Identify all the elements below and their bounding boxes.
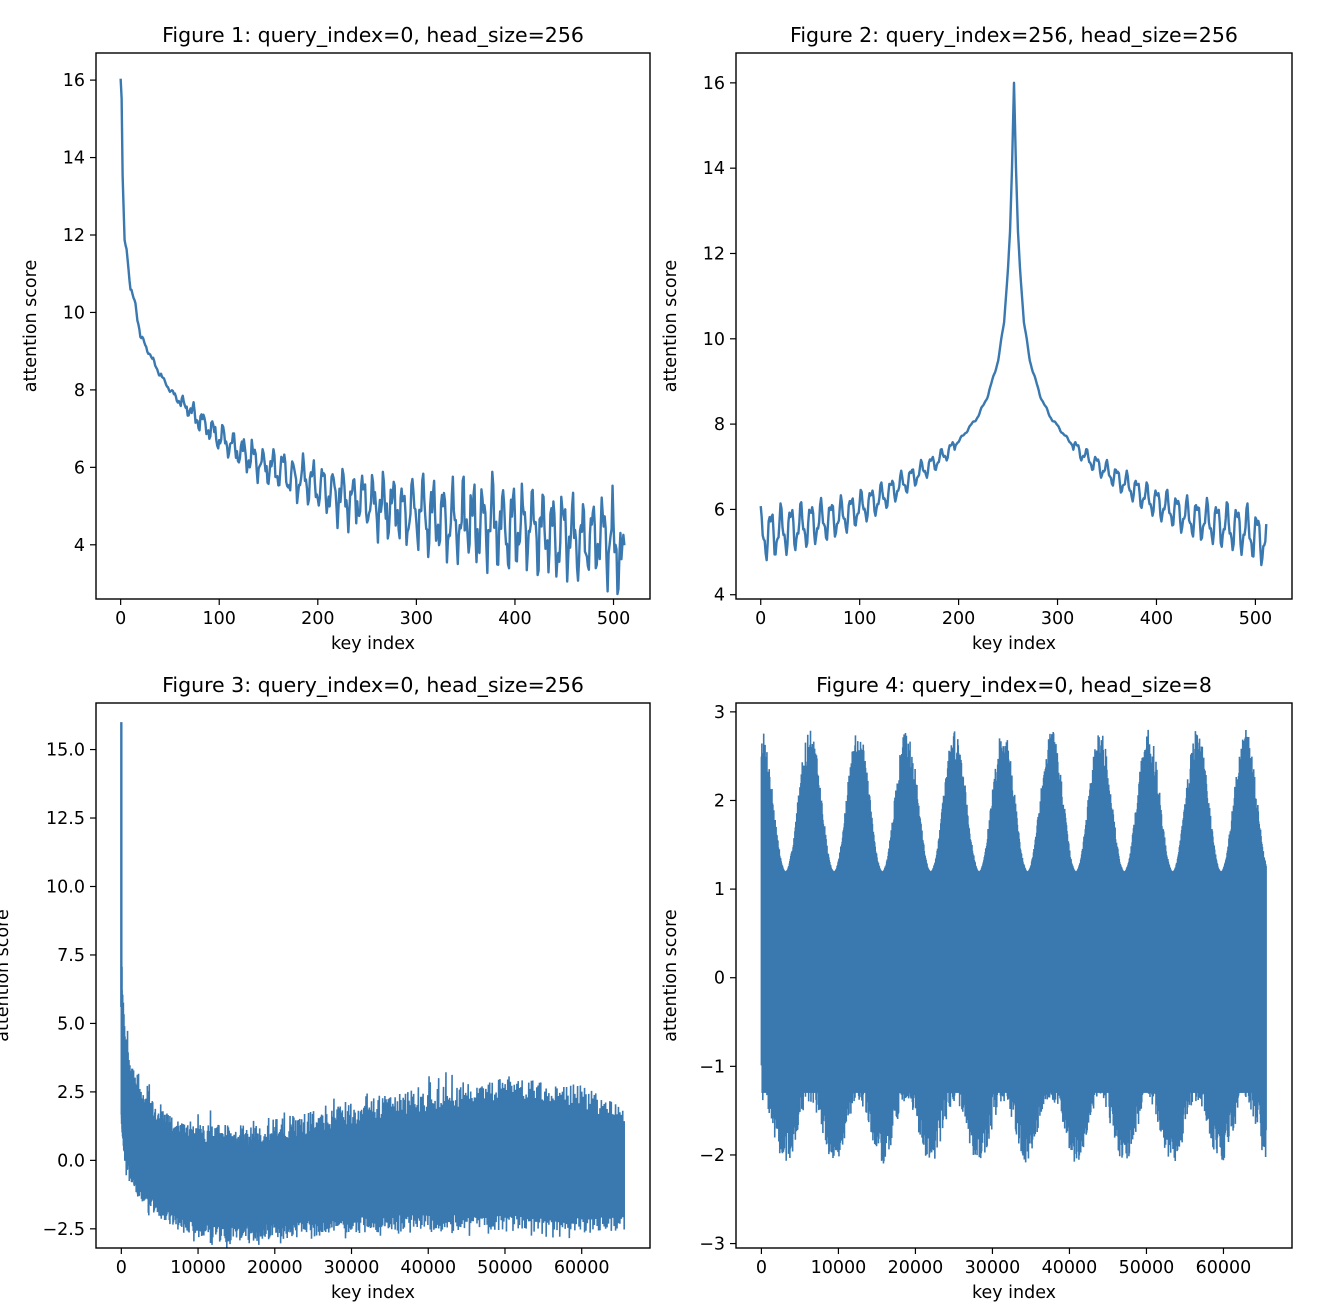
chart-panel-4: Figure 4: query_index=0, head_size=8 0 100… [661, 673, 1293, 1303]
y-tick-label: 10 [63, 303, 85, 323]
chart-title: Figure 2: query_index=256, head_size=256 [790, 23, 1238, 48]
x-tick-label: 40000 [400, 1258, 456, 1278]
x-tick-label: 400 [498, 609, 531, 629]
x-tick-label: 20000 [888, 1258, 944, 1278]
plot-area [120, 722, 625, 1248]
y-tick-label: 7.5 [57, 946, 85, 966]
x-tick-label: 60000 [554, 1258, 610, 1278]
y-tick-label: 4 [714, 586, 725, 606]
x-tick-label: 100 [843, 609, 876, 629]
x-tick-label: 30000 [324, 1258, 380, 1278]
chart-panel-3: Figure 3: query_index=0, head_size=256 0 1… [0, 673, 651, 1303]
y-tick-label: 10.0 [46, 877, 85, 897]
x-tick-label: 500 [1239, 609, 1272, 629]
y-tick-label: 14 [63, 149, 85, 169]
y-tick-label: 12 [63, 226, 85, 246]
data-line [759, 81, 1268, 567]
x-tick-label: 300 [1041, 609, 1074, 629]
x-tick-label: 0 [116, 1258, 127, 1278]
chart-panel-2: Figure 2: query_index=256, head_size=256… [661, 23, 1293, 654]
x-axis-label: key index [331, 1283, 415, 1303]
x-axis-label: key index [972, 1283, 1056, 1303]
data-line [119, 78, 626, 596]
y-tick-label: 2 [714, 791, 725, 811]
plot-area [759, 81, 1268, 567]
chart-title: Figure 1: query_index=0, head_size=256 [162, 23, 584, 48]
x-tick-label: 10000 [170, 1258, 226, 1278]
x-tick-label: 100 [203, 609, 236, 629]
x-tick-label: 200 [301, 609, 334, 629]
y-tick-label: 12 [703, 244, 725, 264]
y-tick-label: 8 [714, 415, 725, 435]
chart-panel-1: Figure 1: query_index=0, head_size=256 0 1… [21, 23, 651, 654]
x-tick-label: 20000 [247, 1258, 303, 1278]
x-tick-label: 50000 [1119, 1258, 1175, 1278]
y-tick-label: 16 [63, 71, 85, 91]
x-axis-label: key index [331, 634, 415, 654]
y-axis-label: attention score [21, 260, 41, 392]
y-tick-label: 0 [714, 969, 725, 989]
y-tick-label: 0.0 [57, 1151, 85, 1171]
x-tick-label: 500 [597, 609, 630, 629]
data-core [761, 871, 1267, 1093]
x-tick-label: 30000 [965, 1258, 1021, 1278]
x-tick-label: 200 [942, 609, 975, 629]
y-tick-label: 8 [74, 381, 85, 401]
y-tick-label: −1 [699, 1057, 725, 1077]
y-axis-label: attention score [661, 909, 681, 1041]
x-axis-label: key index [972, 634, 1056, 654]
axes-frame [95, 52, 651, 600]
data-band [120, 946, 625, 1248]
y-tick-label: 6 [714, 500, 725, 520]
y-tick-label: −2 [699, 1146, 725, 1166]
plot-area [119, 78, 626, 596]
y-tick-label: 10 [703, 330, 725, 350]
y-tick-label: 1 [714, 880, 725, 900]
x-tick-label: 0 [755, 609, 766, 629]
x-tick-label: 60000 [1196, 1258, 1252, 1278]
chart-title: Figure 3: query_index=0, head_size=256 [162, 673, 584, 698]
x-tick-label: 50000 [477, 1258, 533, 1278]
y-tick-label: 15.0 [46, 741, 85, 761]
y-tick-label: 4 [74, 536, 85, 556]
axes-frame [735, 52, 1293, 600]
x-tick-label: 40000 [1042, 1258, 1098, 1278]
y-tick-label: 16 [703, 74, 725, 94]
x-tick-label: 300 [400, 609, 433, 629]
y-tick-label: 6 [74, 458, 85, 478]
plot-area [760, 729, 1267, 1164]
chart-title: Figure 4: query_index=0, head_size=8 [816, 673, 1212, 698]
y-tick-label: 2.5 [57, 1083, 85, 1103]
y-tick-label: 12.5 [46, 809, 85, 829]
y-tick-label: −2.5 [43, 1220, 86, 1240]
y-tick-label: −3 [699, 1235, 725, 1255]
y-tick-label: 14 [703, 159, 725, 179]
axes-frame [735, 702, 1293, 1249]
x-tick-label: 0 [756, 1258, 767, 1278]
x-tick-label: 400 [1140, 609, 1173, 629]
y-tick-label: 5.0 [57, 1014, 85, 1034]
y-axis-label: attention score [0, 909, 13, 1041]
x-tick-label: 10000 [811, 1258, 867, 1278]
x-tick-label: 0 [115, 609, 126, 629]
axes-frame [95, 702, 651, 1249]
y-tick-label: 3 [714, 703, 725, 723]
y-axis-label: attention score [661, 260, 681, 392]
